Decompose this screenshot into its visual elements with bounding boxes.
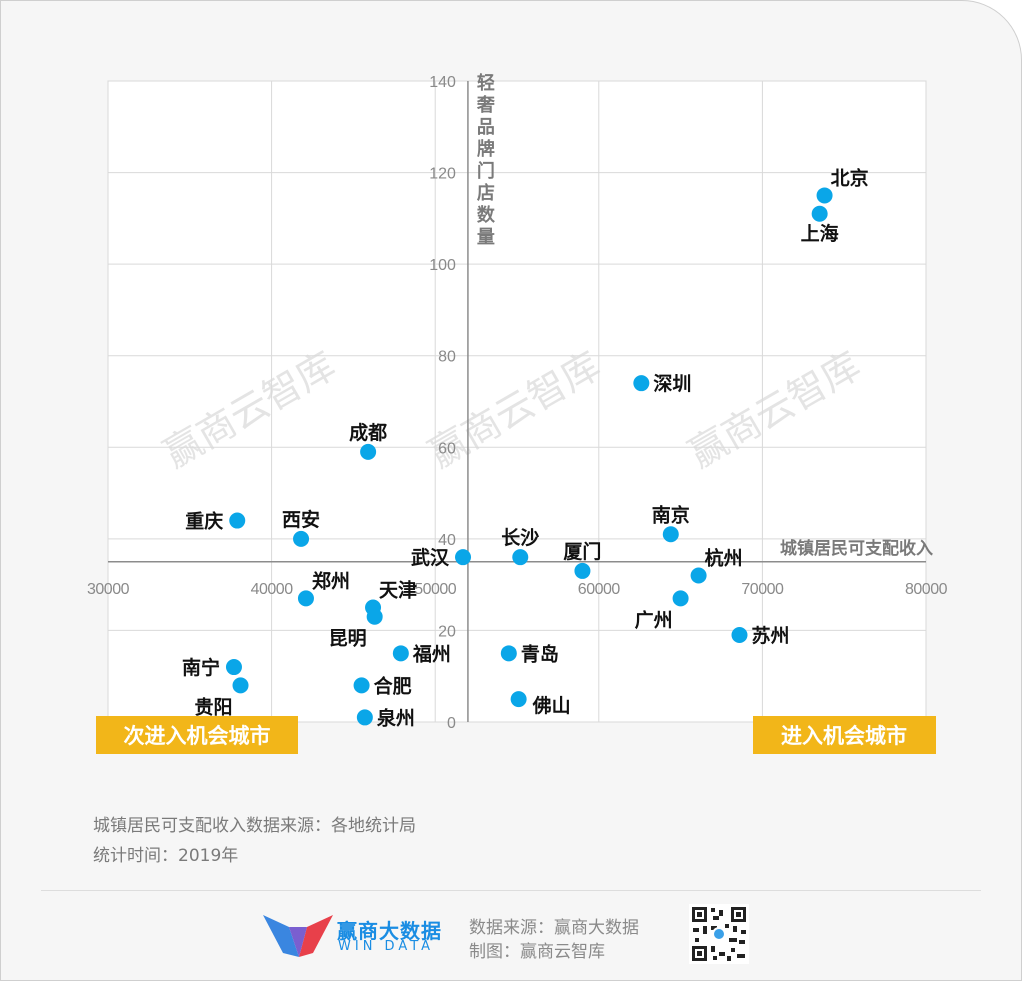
data-point: [574, 562, 591, 579]
y-tick-label: 120: [429, 166, 456, 183]
x-tick-label: 60000: [578, 581, 621, 598]
data-point: [500, 645, 517, 662]
data-point: [225, 659, 242, 676]
data-label: 上海: [801, 222, 839, 245]
y-tick-label: 20: [438, 623, 456, 640]
plot-area: [107, 80, 927, 723]
data-label: 泉州: [376, 706, 415, 729]
data-label: 深圳: [653, 372, 691, 395]
right-zone-badge: [753, 716, 936, 754]
data-point: [392, 645, 409, 662]
y-tick-label: 0: [447, 715, 456, 732]
data-label: 广州: [635, 608, 673, 631]
y-tick-label: 60: [438, 440, 456, 457]
data-point: [293, 530, 310, 547]
y-tick-label: 140: [429, 74, 456, 91]
data-point: [455, 549, 472, 566]
y-tick-label: 100: [429, 257, 456, 274]
income-source-note: 城镇居民可支配收入数据来源：各地统计局: [93, 816, 416, 836]
data-label: 佛山: [532, 694, 571, 717]
data-point: [510, 691, 527, 708]
x-axis-title: 城镇居民可支配收入: [780, 538, 933, 558]
y-axis-title-char: 牌: [477, 138, 495, 159]
data-point: [360, 443, 377, 460]
y-tick-label: 40: [438, 532, 456, 549]
y-axis-title-char: 品: [477, 117, 495, 137]
y-axis-title-char: 轻: [477, 72, 495, 93]
data-point: [731, 627, 748, 644]
y-tick-label: 80: [438, 349, 456, 366]
data-point: [672, 590, 689, 607]
data-label: 成都: [349, 421, 387, 444]
data-label: 昆明: [329, 628, 367, 650]
data-point: [232, 677, 249, 694]
data-point: [633, 375, 650, 392]
stat-time-note: 统计时间：2019年: [93, 846, 239, 866]
x-tick-label: 50000: [414, 581, 457, 598]
data-label: 福州: [412, 642, 451, 665]
data-label: 苏州: [751, 624, 789, 647]
x-tick-label: 40000: [251, 581, 294, 598]
left-zone-badge: [96, 716, 298, 754]
y-axis-title-char: 量: [477, 226, 495, 247]
data-point: [297, 590, 314, 607]
x-tick-label: 30000: [87, 581, 130, 598]
y-axis-title-char: 店: [477, 182, 495, 203]
brand-name: 赢商大数据: [337, 919, 442, 943]
data-point: [811, 205, 828, 222]
data-label: 青岛: [521, 642, 559, 665]
data-label: 重庆: [185, 510, 223, 533]
data-label: 天津: [379, 579, 417, 602]
data-label: 南宁: [182, 656, 220, 679]
data-label: 西安: [282, 508, 320, 531]
data-label: 长沙: [501, 527, 539, 549]
data-point: [690, 567, 707, 584]
y-axis-title-char: 数: [477, 204, 496, 225]
qr-code-icon[interactable]: [689, 904, 749, 964]
brand-english: WIN DATA: [338, 939, 435, 954]
y-axis-title-char: 门: [477, 160, 495, 181]
left-zone-label: 次进入机会城市: [124, 724, 271, 748]
data-point: [662, 526, 679, 543]
data-point: [353, 677, 370, 694]
data-label: 武汉: [411, 547, 450, 569]
data-label: 厦门: [563, 540, 601, 563]
data-label: 合肥: [374, 674, 412, 697]
chart-maker-credit: 制图：赢商云智库: [469, 942, 605, 962]
x-tick-label: 70000: [741, 581, 784, 598]
windata-logo-icon: [263, 915, 333, 957]
data-label: 贵阳: [195, 696, 233, 718]
data-point: [356, 709, 373, 726]
data-source-credit: 数据来源：赢商大数据: [469, 918, 639, 938]
footer-divider: [41, 890, 981, 891]
y-axis-title-char: 奢: [476, 94, 496, 115]
data-point: [512, 549, 529, 566]
data-label: 南京: [652, 503, 690, 526]
right-zone-label: 进入机会城市: [781, 724, 907, 748]
data-label: 郑州: [312, 570, 350, 592]
data-point: [229, 512, 246, 529]
data-point: [816, 187, 833, 204]
data-label: 杭州: [705, 546, 743, 569]
data-label: 北京: [831, 166, 869, 189]
x-tick-label: 80000: [905, 581, 948, 598]
data-point: [366, 608, 383, 625]
